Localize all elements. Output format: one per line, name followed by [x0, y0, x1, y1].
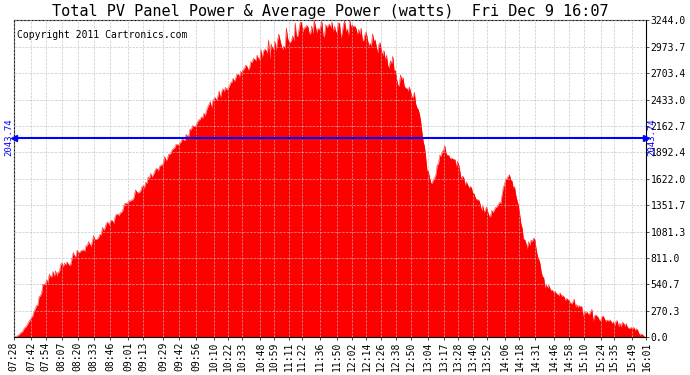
Text: Copyright 2011 Cartronics.com: Copyright 2011 Cartronics.com: [17, 30, 187, 40]
Title: Total PV Panel Power & Average Power (watts)  Fri Dec 9 16:07: Total PV Panel Power & Average Power (wa…: [52, 4, 609, 19]
Text: 2043.74: 2043.74: [647, 119, 656, 156]
Text: 2043.74: 2043.74: [4, 119, 13, 156]
